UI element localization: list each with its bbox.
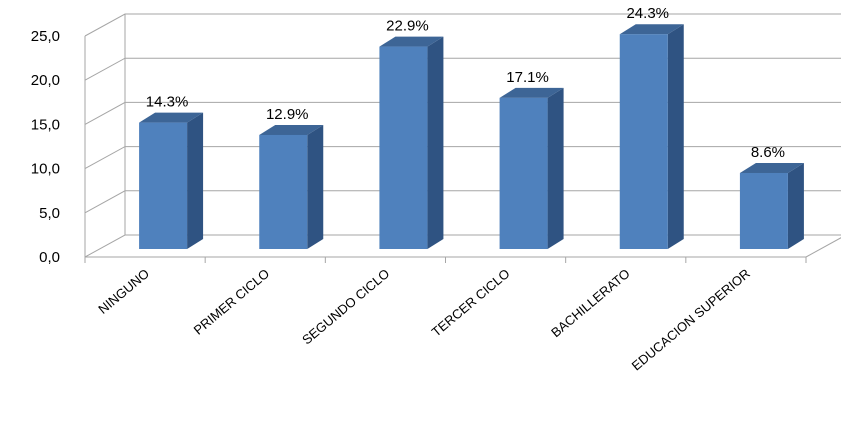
floor-edge — [805, 237, 841, 258]
gridline — [84, 57, 841, 81]
bar — [739, 162, 804, 249]
x-tick-label: BACHILLERATO — [548, 266, 633, 340]
x-tick-label: TERCER CICLO — [429, 266, 513, 340]
bar-side — [307, 124, 324, 249]
data-label: 8.6% — [751, 144, 785, 161]
y-tick-label: 10,0 — [31, 161, 60, 178]
bar-front — [619, 34, 668, 249]
data-label: 22.9% — [386, 18, 429, 35]
y-tick-label: 20,0 — [31, 72, 60, 89]
bar-top — [499, 87, 564, 98]
data-label: 14.3% — [146, 94, 189, 111]
axis-layer: 0,0 5,0 10,0 15,0 20,0 25,0 — [31, 14, 841, 266]
x-tick-label: SEGUNDO CICLO — [299, 266, 392, 348]
x-tick-label: PRIMER CICLO — [191, 266, 273, 338]
y-tick-label: 25,0 — [31, 28, 60, 45]
bar-side — [427, 36, 444, 250]
bar-top — [619, 24, 684, 35]
y-tick-label: 15,0 — [31, 116, 60, 133]
x-tick-label: EDUCACION SUPERIOR — [629, 266, 753, 374]
bar-side — [547, 87, 564, 249]
data-label: 12.9% — [266, 106, 309, 123]
bar-side — [187, 112, 204, 249]
y-tick-label: 5,0 — [39, 205, 60, 222]
bar-top — [379, 36, 444, 47]
bar-top — [139, 112, 204, 123]
bar-side — [667, 24, 684, 249]
bar — [619, 24, 684, 249]
bar — [499, 87, 564, 249]
data-label: 24.3% — [626, 5, 669, 22]
bar-layer — [139, 24, 804, 250]
bar-top — [739, 162, 804, 173]
bar-front — [139, 122, 188, 249]
data-label: 17.1% — [506, 69, 549, 86]
bar — [259, 124, 324, 249]
bar-front — [259, 134, 308, 249]
bar-front — [739, 172, 788, 249]
gridline — [84, 13, 841, 37]
bar — [379, 36, 444, 250]
bar-side — [787, 162, 804, 249]
bar-front — [499, 97, 548, 249]
y-tick-label: 0,0 — [39, 249, 60, 266]
bar-top — [259, 124, 324, 135]
bar-front — [379, 46, 428, 250]
bar — [139, 112, 204, 249]
x-tick-label: NINGUNO — [95, 266, 152, 317]
